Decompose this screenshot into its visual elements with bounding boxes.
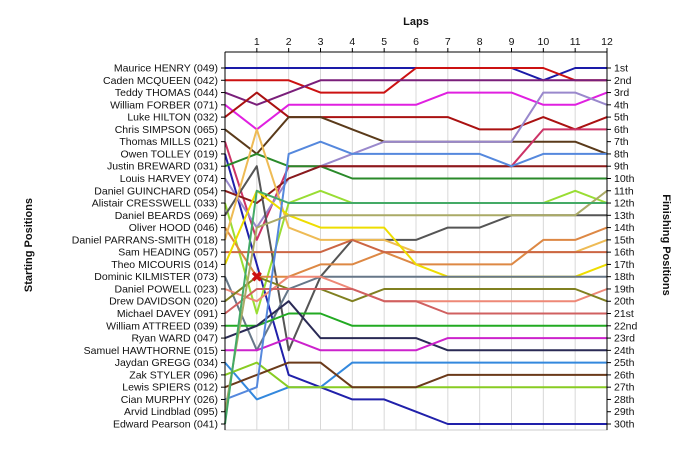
finish-label: 16th [614, 247, 635, 259]
retired-marker-icon: ✖ [251, 269, 263, 285]
series-line-27 [224, 361, 607, 389]
finish-label: 29th [614, 406, 635, 418]
lap-tick-label: 4 [349, 36, 355, 48]
finish-label: 22nd [614, 320, 638, 332]
driver-label: Jaydan GREGG (034) [115, 357, 218, 369]
driver-label: Daniel POWELL (023) [115, 283, 219, 295]
finish-label: 7th [614, 136, 629, 148]
lap-tick-label: 2 [286, 36, 292, 48]
lap-tick-label: 8 [477, 36, 483, 48]
finish-label: 9th [614, 161, 629, 173]
series-line-4 [224, 91, 608, 131]
driver-label: Daniel BEARDS (069) [115, 210, 218, 222]
series-line-8 [224, 153, 607, 425]
finish-label: 8th [614, 148, 629, 160]
finish-label: 24th [614, 345, 635, 357]
lap-tick-label: 1 [254, 36, 260, 48]
finish-label: 12th [614, 198, 635, 210]
lap-tick-label: 6 [413, 36, 419, 48]
driver-label: Owen TOLLEY (019) [121, 148, 218, 160]
finish-label: 2nd [614, 75, 632, 87]
driver-label: Ryan WARD (047) [131, 333, 218, 345]
series-line-30 [224, 189, 607, 425]
finish-label: 30th [614, 419, 635, 431]
lap-tick-label: 10 [537, 36, 549, 48]
driver-label: Samuel HAWTHORNE (015) [84, 345, 218, 357]
series-lines [224, 67, 608, 425]
finish-label: 23rd [614, 333, 635, 345]
driver-label: Thomas MILLS (021) [119, 136, 218, 148]
series-line-16 [225, 238, 607, 254]
series-line-28 [224, 140, 607, 401]
lap-tick-label: 12 [601, 36, 613, 48]
finish-label: 15th [614, 234, 635, 246]
finish-label: 20th [614, 296, 635, 308]
lap-tick-label: 7 [445, 36, 451, 48]
driver-label: Maurice HENRY (049) [114, 63, 218, 75]
left-axis-title: Starting Positions [23, 198, 35, 292]
finish-label: 11th [614, 185, 634, 197]
finish-label: 6th [614, 124, 629, 136]
series-line-24 [225, 337, 607, 352]
finish-label: 17th [614, 259, 635, 271]
series-line-21 [224, 288, 607, 315]
driver-label: William FORBER (071) [110, 99, 218, 111]
series-line-2 [225, 67, 607, 94]
driver-label: Luke HILTON (032) [127, 112, 218, 124]
driver-label: Alistair CRESSWELL (033) [92, 198, 218, 210]
driver-label: Caden MCQUEEN (042) [103, 75, 218, 87]
right-axis-title: Finishing Positions [660, 194, 672, 295]
finish-label: 5th [614, 112, 629, 124]
series-line-9 [224, 152, 607, 180]
driver-label: Louis HARVEY (074) [120, 173, 218, 185]
driver-label: Chris SIMPSON (065) [115, 124, 218, 136]
series-line-11 [224, 165, 607, 204]
finish-label: 27th [614, 382, 635, 394]
series-line-3 [224, 79, 607, 106]
finish-label: 18th [614, 271, 635, 283]
driver-label: Teddy THOMAS (044) [115, 87, 218, 99]
finish-label: 10th [614, 173, 635, 185]
finish-label: 3rd [614, 87, 629, 99]
lap-tick-label: 9 [509, 36, 515, 48]
x-axis-title: Laps [403, 16, 429, 28]
finish-label: 4th [614, 99, 629, 111]
driver-label: Drew DAVIDSON (020) [109, 296, 218, 308]
finish-label: 13th [614, 210, 635, 222]
lap-tick-label: 5 [381, 36, 387, 48]
driver-label: Oliver HOOD (046) [129, 222, 218, 234]
driver-label: Zak STYLER (096) [129, 369, 218, 381]
driver-label: Theo MICOURIS (014) [111, 259, 218, 271]
finish-label: 19th [614, 283, 635, 295]
finish-label: 28th [614, 394, 635, 406]
lap-tick-label: 11 [570, 36, 581, 48]
series-line-29 [224, 190, 608, 412]
driver-label: Arvid Lindblad (095) [124, 406, 218, 418]
driver-label: Edward Pearson (041) [113, 419, 218, 431]
driver-label: Dominic KILMISTER (073) [94, 271, 218, 283]
finish-label: 26th [614, 369, 635, 381]
finish-label: 25th [614, 357, 635, 369]
finish-label: 21st [614, 308, 634, 320]
driver-label: William ATTREED (039) [106, 320, 218, 332]
series-line-23 [224, 300, 607, 352]
driver-label: Michael DAVEY (091) [117, 308, 218, 320]
driver-label: Daniel PARRANS-SMITH (018) [72, 234, 218, 246]
driver-label: Lewis SPIERS (012) [122, 382, 218, 394]
lap-tick-label: 3 [318, 36, 324, 48]
driver-label: Daniel GUINCHARD (054) [94, 185, 218, 197]
series-line-22 [225, 312, 607, 327]
driver-label: Justin BREWARD (031) [107, 161, 218, 173]
axes [221, 48, 611, 430]
driver-label: Sam HEADING (057) [118, 247, 218, 259]
driver-label: Cian MURPHY (026) [121, 394, 218, 406]
annotations: ✖ [251, 269, 263, 285]
finish-label: 14th [614, 222, 635, 234]
finish-label: 1st [614, 63, 628, 75]
